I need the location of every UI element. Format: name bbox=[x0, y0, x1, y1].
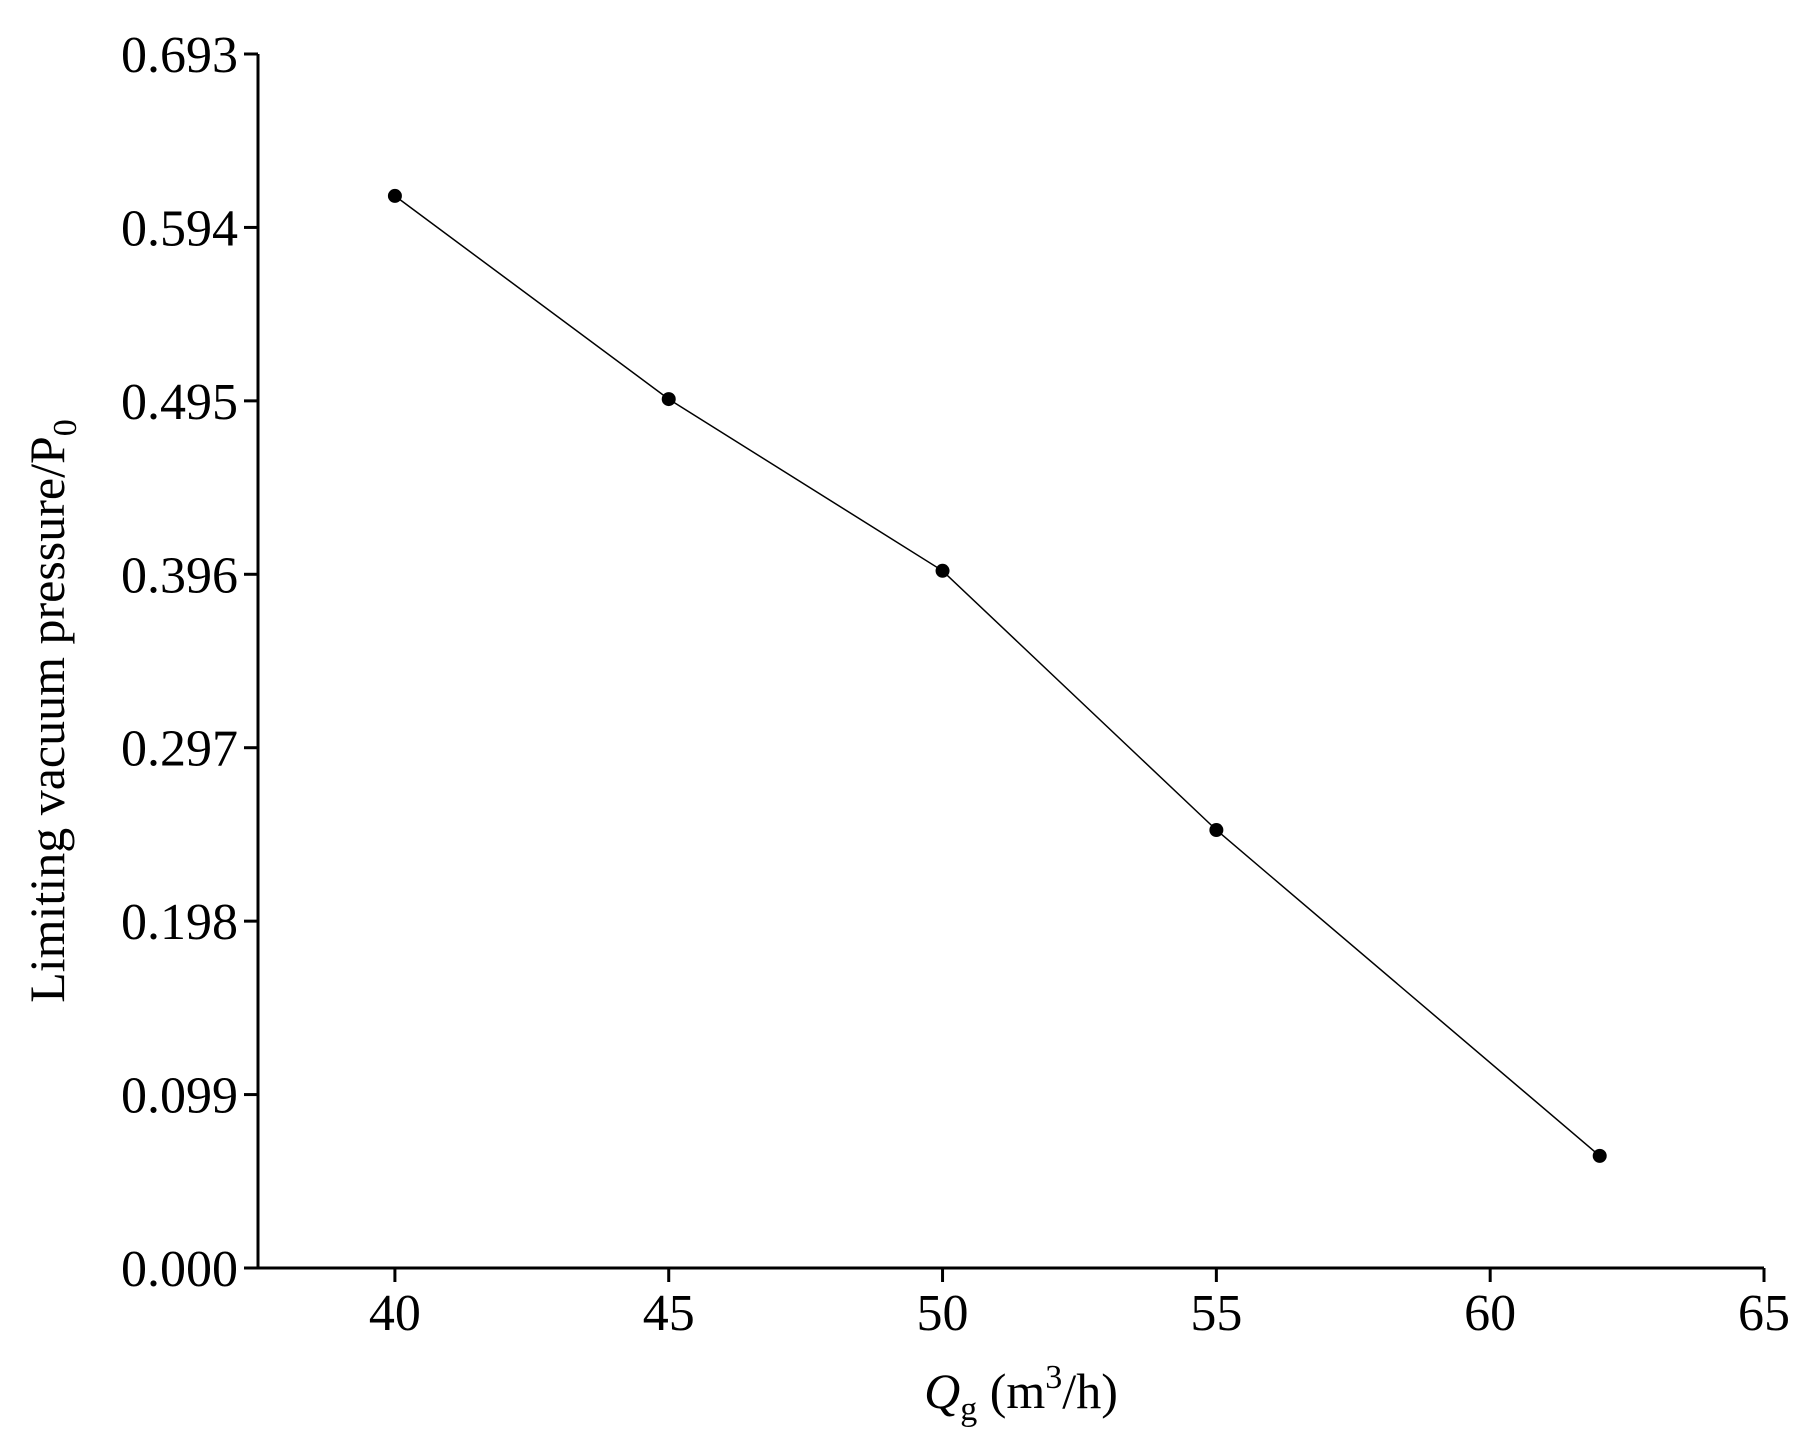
series-line bbox=[394, 195, 1601, 1157]
y-tick-label: 0.594 bbox=[121, 200, 238, 257]
x-axis-label-variable: Q bbox=[924, 1363, 960, 1419]
y-tick-label: 0.099 bbox=[121, 1068, 238, 1125]
y-tick-label: 0.693 bbox=[121, 27, 238, 84]
y-axis-label-text: Limiting vacuum pressure/P bbox=[19, 436, 75, 1003]
y-tick-label: 0.495 bbox=[121, 374, 238, 431]
y-axis-label: Limiting vacuum pressure/P0 bbox=[19, 419, 84, 1003]
y-tick-label: 0.198 bbox=[121, 894, 238, 951]
x-tick-label: 60 bbox=[1464, 1285, 1516, 1342]
x-tick-label: 45 bbox=[643, 1285, 695, 1342]
y-axis-ticks: 0.000 0.099 0.198 0.297 0.396 0.495 0.594 0.693 bbox=[121, 27, 258, 1298]
data-series bbox=[387, 188, 1607, 1163]
x-tick-label: 65 bbox=[1738, 1285, 1790, 1342]
y-tick-label: 0.000 bbox=[121, 1241, 238, 1298]
y-tick-label: 0.297 bbox=[121, 721, 238, 778]
x-tick-label: 55 bbox=[1190, 1285, 1242, 1342]
x-tick-label: 40 bbox=[369, 1285, 421, 1342]
data-point bbox=[661, 392, 676, 407]
y-tick-label: 0.396 bbox=[121, 547, 238, 604]
axes bbox=[256, 54, 1764, 1270]
data-point bbox=[1592, 1148, 1607, 1163]
x-axis-label: Qg (m3/h) bbox=[924, 1359, 1118, 1428]
x-tick-label: 50 bbox=[917, 1285, 969, 1342]
x-axis-label-unit-start: (m bbox=[977, 1363, 1045, 1419]
data-point bbox=[1209, 823, 1224, 838]
data-point bbox=[387, 188, 402, 203]
x-axis-label-unit-end: /h) bbox=[1062, 1363, 1118, 1419]
x-axis-label-subscript: g bbox=[960, 1391, 977, 1428]
x-axis-ticks: 40 45 50 55 60 65 bbox=[369, 1268, 1790, 1342]
x-axis-label-superscript: 3 bbox=[1045, 1359, 1062, 1396]
y-axis-label-subscript: 0 bbox=[47, 419, 84, 436]
data-point bbox=[935, 563, 950, 578]
